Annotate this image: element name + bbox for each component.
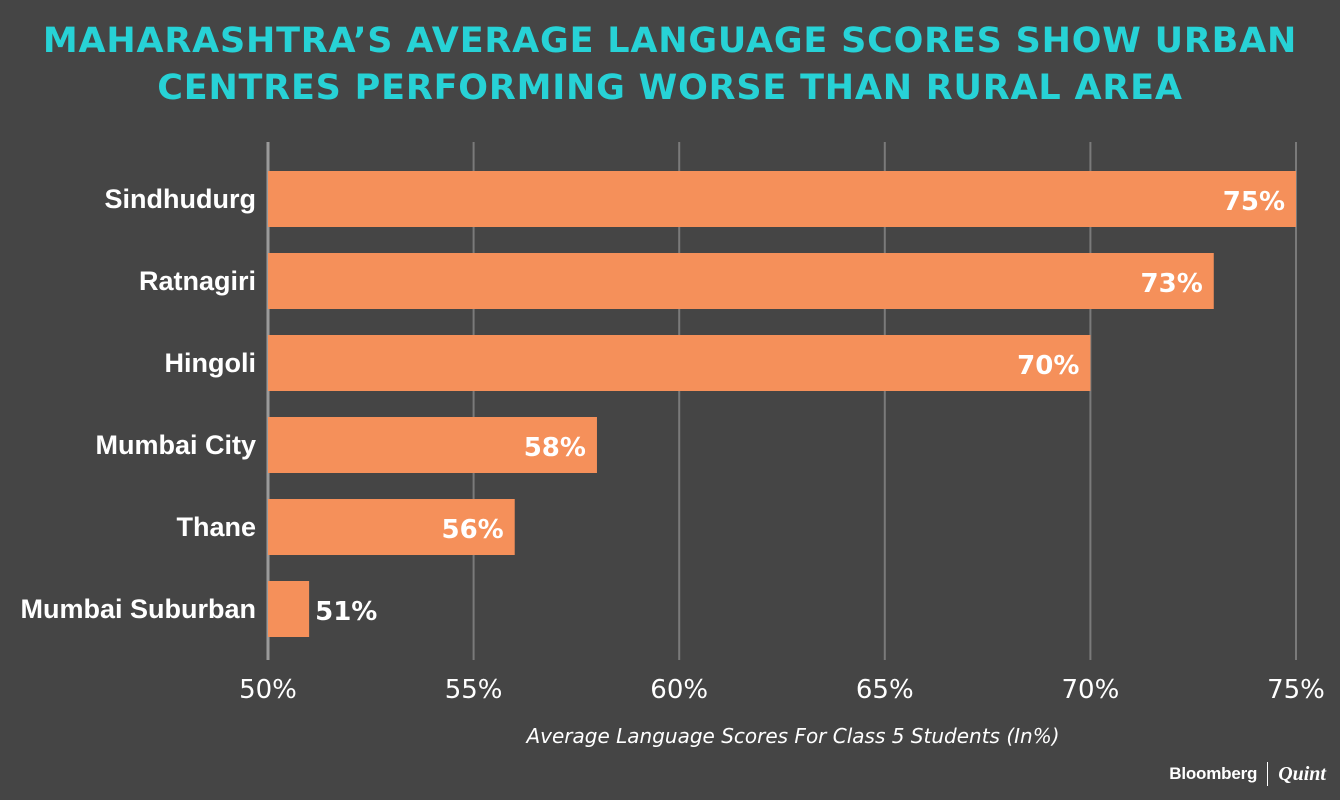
chart-title-line-2: CENTRES PERFORMING WORSE THAN RURAL AREA bbox=[157, 68, 1183, 108]
x-tick-label: 70% bbox=[1062, 675, 1120, 705]
x-tick-label: 50% bbox=[239, 675, 297, 705]
category-label: Mumbai City bbox=[95, 430, 256, 460]
bar bbox=[268, 581, 310, 637]
x-tick-label: 60% bbox=[650, 675, 708, 705]
bar bbox=[268, 499, 515, 555]
bar bbox=[268, 417, 597, 473]
brand-bloomberg: Bloomberg bbox=[1169, 764, 1258, 783]
bar bbox=[268, 335, 1091, 391]
bar bbox=[268, 171, 1296, 227]
data-label: 73% bbox=[1141, 269, 1203, 299]
category-label: Mumbai Suburban bbox=[21, 594, 257, 624]
x-tick-label: 65% bbox=[856, 675, 914, 705]
category-label: Sindhudurg bbox=[105, 184, 256, 214]
x-tick-label: 75% bbox=[1267, 675, 1325, 705]
brand-logo: Bloomberg Quint bbox=[1169, 760, 1326, 788]
x-axis-title: Average Language Scores For Class 5 Stud… bbox=[526, 724, 1060, 748]
category-label: Thane bbox=[176, 512, 256, 542]
chart-title: MAHARASHTRA’S AVERAGE LANGUAGE SCORES SH… bbox=[20, 18, 1320, 112]
category-label: Hingoli bbox=[165, 348, 256, 378]
brand-quint: Quint bbox=[1278, 762, 1326, 785]
category-label: Ratnagiri bbox=[139, 266, 256, 296]
data-label: 51% bbox=[315, 597, 377, 627]
chart-title-line-1: MAHARASHTRA’S AVERAGE LANGUAGE SCORES SH… bbox=[42, 21, 1298, 61]
brand-separator bbox=[1267, 762, 1269, 786]
data-label: 58% bbox=[524, 433, 586, 463]
bar bbox=[268, 253, 1214, 309]
data-label: 70% bbox=[1017, 351, 1079, 381]
data-label: 56% bbox=[441, 515, 503, 545]
x-tick-label: 55% bbox=[445, 675, 503, 705]
data-label: 75% bbox=[1223, 187, 1285, 217]
